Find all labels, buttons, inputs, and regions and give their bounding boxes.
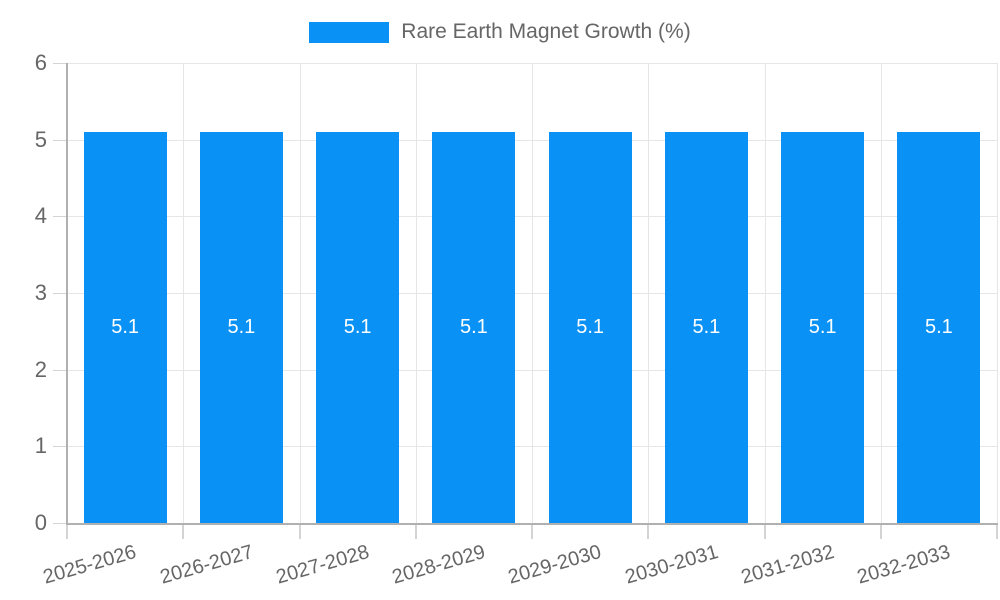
x-gridline	[764, 63, 766, 523]
y-axis-tick	[53, 446, 67, 448]
legend-swatch	[309, 21, 390, 43]
y-tick-label: 5	[34, 126, 47, 152]
bar-value-label: 5.1	[808, 316, 837, 338]
bar[interactable]: 5.1	[199, 132, 283, 523]
bar[interactable]: 5.1	[432, 132, 516, 523]
y-tick-label: 1	[34, 433, 47, 459]
x-gridline	[648, 63, 650, 523]
x-gridline	[183, 63, 185, 523]
bar-value-label: 5.1	[459, 316, 488, 338]
y-axis-tick	[53, 293, 67, 294]
x-gridline	[299, 63, 301, 523]
chart-legend: Rare Earth Magnet Growth (%)	[0, 20, 1000, 44]
bar[interactable]: 5.1	[781, 132, 865, 523]
legend-label: Rare Earth Magnet Growth (%)	[401, 20, 691, 43]
y-axis-tick	[53, 523, 67, 524]
x-gridline	[880, 63, 882, 523]
bar-value-label: 5.1	[227, 316, 256, 338]
x-axis-tick	[298, 525, 301, 539]
y-axis-tick	[53, 369, 67, 371]
bar-value-label: 5.1	[576, 316, 605, 338]
bar-value-label: 5.1	[692, 316, 721, 338]
legend-item[interactable]: Rare Earth Magnet Growth (%)	[309, 20, 691, 44]
x-tick-label: 2032-2033	[854, 541, 953, 589]
x-gridline	[532, 63, 533, 523]
bar-value-label: 5.1	[111, 316, 140, 338]
x-tick-label: 2028-2029	[389, 541, 488, 589]
x-tick-label: 2025-2026	[41, 541, 140, 589]
x-axis-line	[66, 523, 998, 525]
bar-value-label: 5.1	[343, 316, 372, 338]
bar[interactable]: 5.1	[897, 132, 981, 523]
bar[interactable]: 5.1	[548, 132, 632, 523]
y-tick-label: 0	[34, 510, 47, 535]
y-tick-label: 2	[34, 356, 47, 382]
x-tick-label: 2027-2028	[273, 541, 372, 589]
y-tick-label: 3	[34, 280, 47, 305]
x-gridline	[415, 63, 417, 523]
bar[interactable]: 5.1	[83, 132, 167, 523]
y-axis-tick	[53, 63, 67, 64]
y-tick-label: 4	[34, 203, 47, 229]
x-axis-tick	[182, 525, 185, 539]
bar-value-label: 5.1	[924, 316, 953, 338]
y-axis-line	[66, 63, 68, 525]
x-axis-tick	[879, 525, 882, 539]
y-axis-tick	[53, 139, 67, 141]
x-axis-tick	[531, 525, 533, 539]
bar[interactable]: 5.1	[316, 132, 400, 523]
x-tick-label: 2029-2030	[506, 541, 605, 589]
y-tick-label: 6	[34, 50, 47, 75]
y-axis-tick	[53, 216, 67, 218]
x-tick-label: 2030-2031	[622, 541, 721, 589]
x-gridline	[997, 63, 998, 523]
x-axis-tick	[414, 525, 417, 539]
x-axis-tick	[647, 525, 650, 539]
x-axis-tick	[66, 525, 68, 539]
x-axis-tick	[996, 525, 998, 539]
x-tick-label: 2031-2032	[738, 541, 837, 589]
x-axis-tick	[763, 525, 766, 539]
x-tick-label: 2026-2027	[157, 541, 256, 589]
bar[interactable]: 5.1	[664, 132, 748, 523]
